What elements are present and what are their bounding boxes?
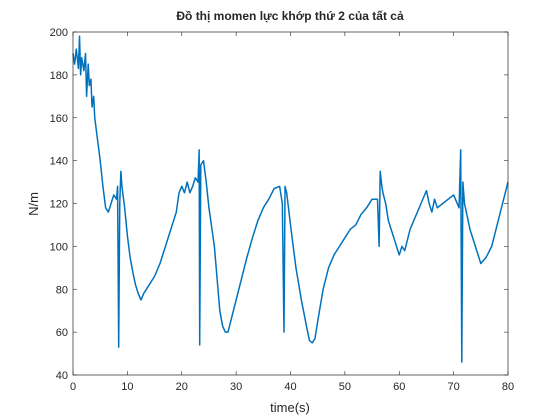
y-tick-label: 160 xyxy=(50,113,68,125)
y-tick-label: 200 xyxy=(50,27,68,39)
y-tick-label: 120 xyxy=(50,199,68,211)
x-tick-label: 20 xyxy=(176,381,188,393)
data-line xyxy=(72,35,509,363)
y-tick-label: 80 xyxy=(56,284,68,296)
y-tick-label: 140 xyxy=(50,156,68,168)
x-tick-label: 40 xyxy=(284,381,296,393)
x-tick-label: 80 xyxy=(502,381,514,393)
x-tick-label: 60 xyxy=(393,381,405,393)
x-tick-label: 70 xyxy=(448,381,460,393)
x-tick-label: 30 xyxy=(230,381,242,393)
x-tick-label: 0 xyxy=(70,381,76,393)
x-axis-label: time(s) xyxy=(270,400,310,415)
x-tick-label: 50 xyxy=(339,381,351,393)
y-tick-label: 40 xyxy=(56,370,68,382)
y-tick-label: 60 xyxy=(56,327,68,339)
y-axis-label: N/m xyxy=(26,192,41,216)
y-tick-label: 100 xyxy=(50,241,68,253)
y-tick-label: 180 xyxy=(50,70,68,82)
chart-title: Đồ thị momen lực khớp thứ 2 của tất cả xyxy=(176,9,404,23)
x-tick-label: 10 xyxy=(121,381,133,393)
